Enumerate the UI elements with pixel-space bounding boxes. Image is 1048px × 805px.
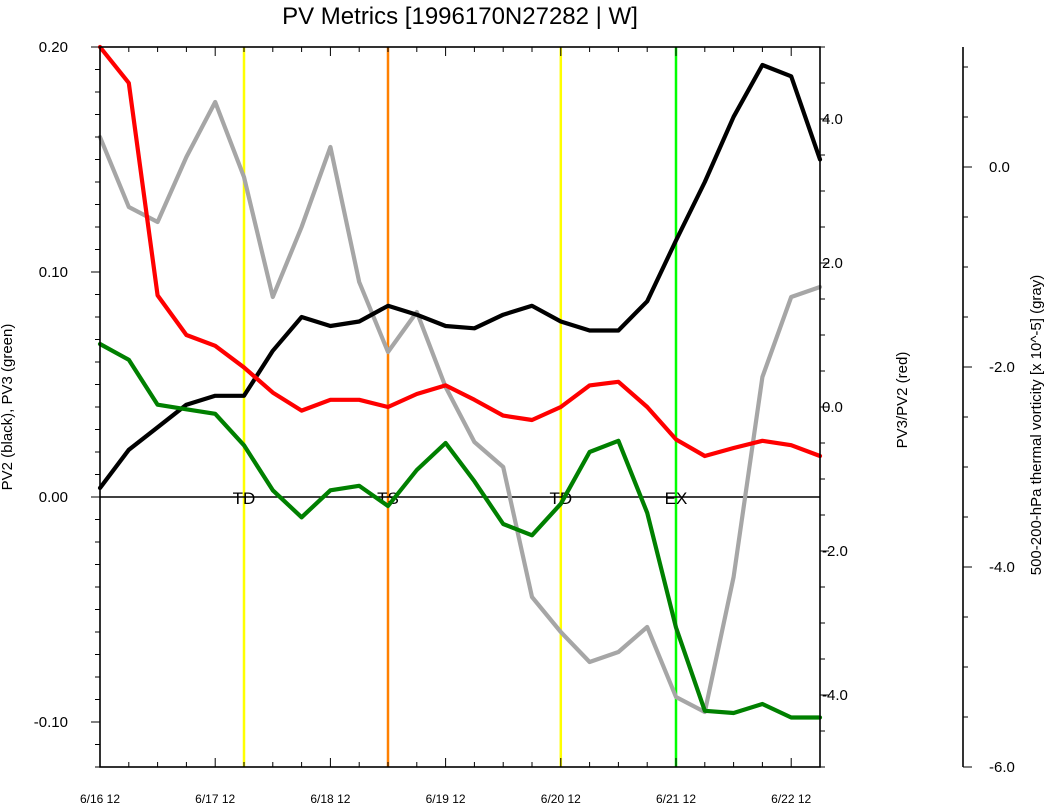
series-line [97,62,823,491]
x-tick-label: 6/17 12 [195,792,235,805]
left-tick-label: -0.10 [34,714,68,731]
right2-tick-label: -2.0 [989,359,1015,376]
series-line [97,341,823,720]
left-tick-label: 0.20 [39,39,68,56]
left-axis-label: PV2 (black), PV3 (green) [0,324,16,491]
chart-title: PV Metrics [1996170N27282 | W] [282,3,638,30]
x-tick-label: 6/19 12 [426,792,466,805]
series-lines [97,44,823,720]
right2-tick-label: -4.0 [989,559,1015,576]
left-tick-label: 0.00 [39,489,68,506]
right2-tick-label: -6.0 [989,759,1015,776]
series-line [97,44,823,459]
axis-ticks: 6/16 12 6/17 12 6/18 12 6/19 12 6/20 12 6/21 … [34,39,1015,805]
right1-tick-label: 0.0 [822,399,843,416]
right-axis-2-label: 500-200-hPa thermal vorticity [x 10^-5] … [1028,275,1045,576]
x-tick-label: 6/21 12 [656,792,696,805]
event-labels: TD TS TD EX [233,489,688,508]
right1-tick-label: -2.0 [822,543,848,560]
left-tick-label: 0.10 [39,264,68,281]
right1-tick-label: 4.0 [822,111,843,128]
event-label: EX [665,489,688,508]
event-label: TD [233,489,256,508]
x-tick-label: 6/20 12 [541,792,581,805]
right1-tick-label: -4.0 [822,687,848,704]
x-tick-label: 6/18 12 [310,792,350,805]
series-line [97,99,823,715]
right1-tick-label: 2.0 [822,255,843,272]
right-axis-1-label: PV3/PV2 (red) [894,352,911,449]
right2-tick-label: 0.0 [989,159,1010,176]
plot-frame [99,46,821,768]
x-tick-label: 6/22 12 [771,792,811,805]
x-tick-label: 6/16 12 [80,792,120,805]
